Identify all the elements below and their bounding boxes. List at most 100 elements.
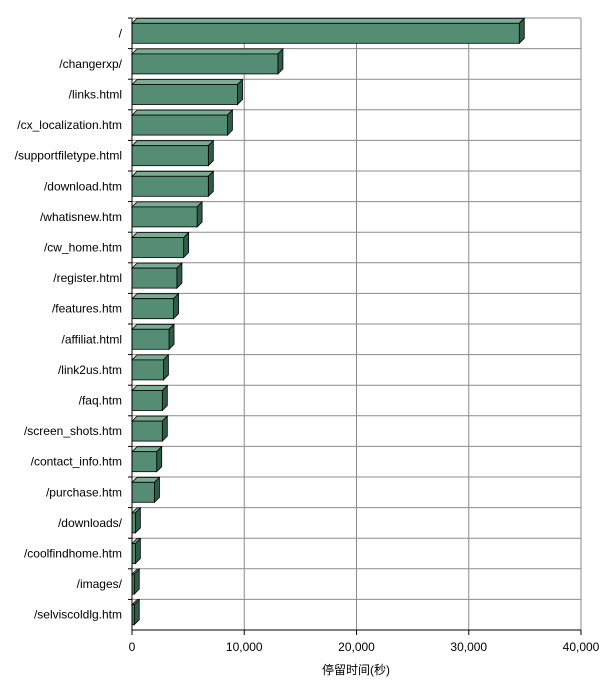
bar — [131, 139, 215, 167]
bar-front-face — [131, 359, 164, 381]
x-axis-title: 停留时间(秒) — [322, 662, 390, 677]
bar-top-face — [131, 170, 215, 177]
bar — [131, 109, 234, 137]
bar-front-face — [131, 206, 198, 228]
category-label: /cx_localization.htm — [17, 118, 122, 132]
bar-side-face — [134, 537, 141, 565]
bar — [131, 537, 142, 565]
bar-side-face — [237, 78, 243, 106]
bar-top-face — [131, 262, 183, 269]
bar — [131, 200, 204, 228]
category-label: /link2us.htm — [58, 363, 122, 377]
bar-front-face — [131, 298, 174, 320]
bar — [131, 445, 163, 473]
bar-front-face — [131, 22, 520, 44]
category-label: /selviscoldlg.htm — [34, 608, 122, 622]
category-label: /screen_shots.htm — [24, 424, 122, 438]
bar — [131, 170, 215, 198]
category-label: /supportfiletype.html — [15, 149, 122, 163]
category-label: /affiliat.html — [62, 332, 122, 346]
bar-side-face — [133, 568, 140, 596]
bar-top-face — [131, 293, 180, 300]
bar-side-face — [161, 384, 168, 412]
bar-top-face — [131, 354, 170, 361]
bar-top-face — [131, 323, 176, 330]
bar-top-face — [131, 415, 169, 422]
bar-front-face — [131, 175, 209, 197]
bar-front-face — [131, 420, 163, 442]
bar — [131, 598, 141, 626]
bar — [131, 47, 284, 75]
bar-top-face — [131, 385, 169, 391]
bar-front-face — [131, 481, 155, 503]
bar-top-face — [131, 79, 244, 85]
bar — [131, 231, 190, 259]
bar-side-face — [134, 506, 141, 534]
bar-side-face — [156, 445, 163, 473]
category-labels: / /changerxp/ /links.html/cx_localization.… — [15, 26, 123, 621]
bar-side-face — [207, 170, 214, 198]
bar-side-face — [176, 262, 183, 290]
category-label: /coolfindhome.htm — [24, 547, 122, 561]
bar-top-face — [131, 140, 215, 147]
category-label: /links.html — [69, 88, 122, 102]
bar — [131, 506, 142, 534]
bar-side-face — [154, 476, 160, 504]
x-tick-label: 20,000 — [338, 640, 375, 654]
x-tick-label: 40,000 — [563, 640, 600, 654]
category-label: /changerxp/ — [59, 57, 122, 71]
bar — [131, 323, 176, 351]
bar-front-face — [131, 451, 158, 473]
x-tick-labels: 0 10,000 20,000 30,000 40,000 — [129, 640, 600, 654]
bar-front-face — [131, 267, 178, 289]
bar — [131, 292, 180, 320]
bar — [131, 415, 169, 443]
bar-side-face — [518, 17, 525, 45]
bar — [131, 568, 141, 596]
bar-front-face — [131, 114, 228, 136]
bar-side-face — [163, 353, 169, 381]
x-tick-label: 10,000 — [226, 640, 263, 654]
bar-side-face — [277, 47, 284, 75]
bar-side-face — [133, 598, 140, 626]
bar — [131, 262, 183, 290]
bar-top-face — [131, 201, 204, 208]
bar-side-face — [168, 323, 175, 351]
bar-front-face — [131, 145, 209, 167]
bar-side-face — [183, 231, 190, 259]
x-tick-label: 0 — [129, 640, 136, 654]
bar — [131, 17, 526, 45]
category-label: /faq.htm — [79, 394, 122, 408]
category-label: /downloads/ — [58, 516, 123, 530]
axes — [128, 17, 582, 635]
category-label: / — [119, 26, 123, 40]
bar-top-face — [131, 109, 234, 116]
bar — [131, 384, 169, 412]
bar — [131, 353, 170, 381]
bar-front-face — [131, 237, 185, 258]
bar-front-face — [131, 84, 238, 105]
category-label: /images/ — [77, 577, 123, 591]
bar-front-face — [131, 512, 136, 534]
bar-side-face — [227, 109, 233, 137]
x-tick-label: 30,000 — [450, 640, 487, 654]
bar-front-face — [131, 543, 136, 564]
bar-side-face — [173, 292, 179, 320]
bar-front-face — [131, 390, 163, 411]
category-label: /cw_home.htm — [44, 241, 122, 255]
bar-side-face — [196, 200, 203, 228]
category-label: /features.htm — [52, 302, 122, 316]
bar — [131, 78, 244, 106]
bar-top-face — [131, 232, 190, 238]
category-label: /purchase.htm — [46, 485, 122, 499]
bar-side-face — [161, 415, 168, 443]
category-label: /download.htm — [44, 179, 122, 193]
bar-side-face — [207, 139, 214, 167]
bar-top-face — [131, 17, 526, 24]
bar-front-face — [131, 53, 279, 75]
bar — [131, 476, 161, 504]
bar-top-face — [131, 48, 284, 55]
bar-front-face — [131, 328, 170, 350]
category-label: /register.html — [53, 271, 122, 285]
